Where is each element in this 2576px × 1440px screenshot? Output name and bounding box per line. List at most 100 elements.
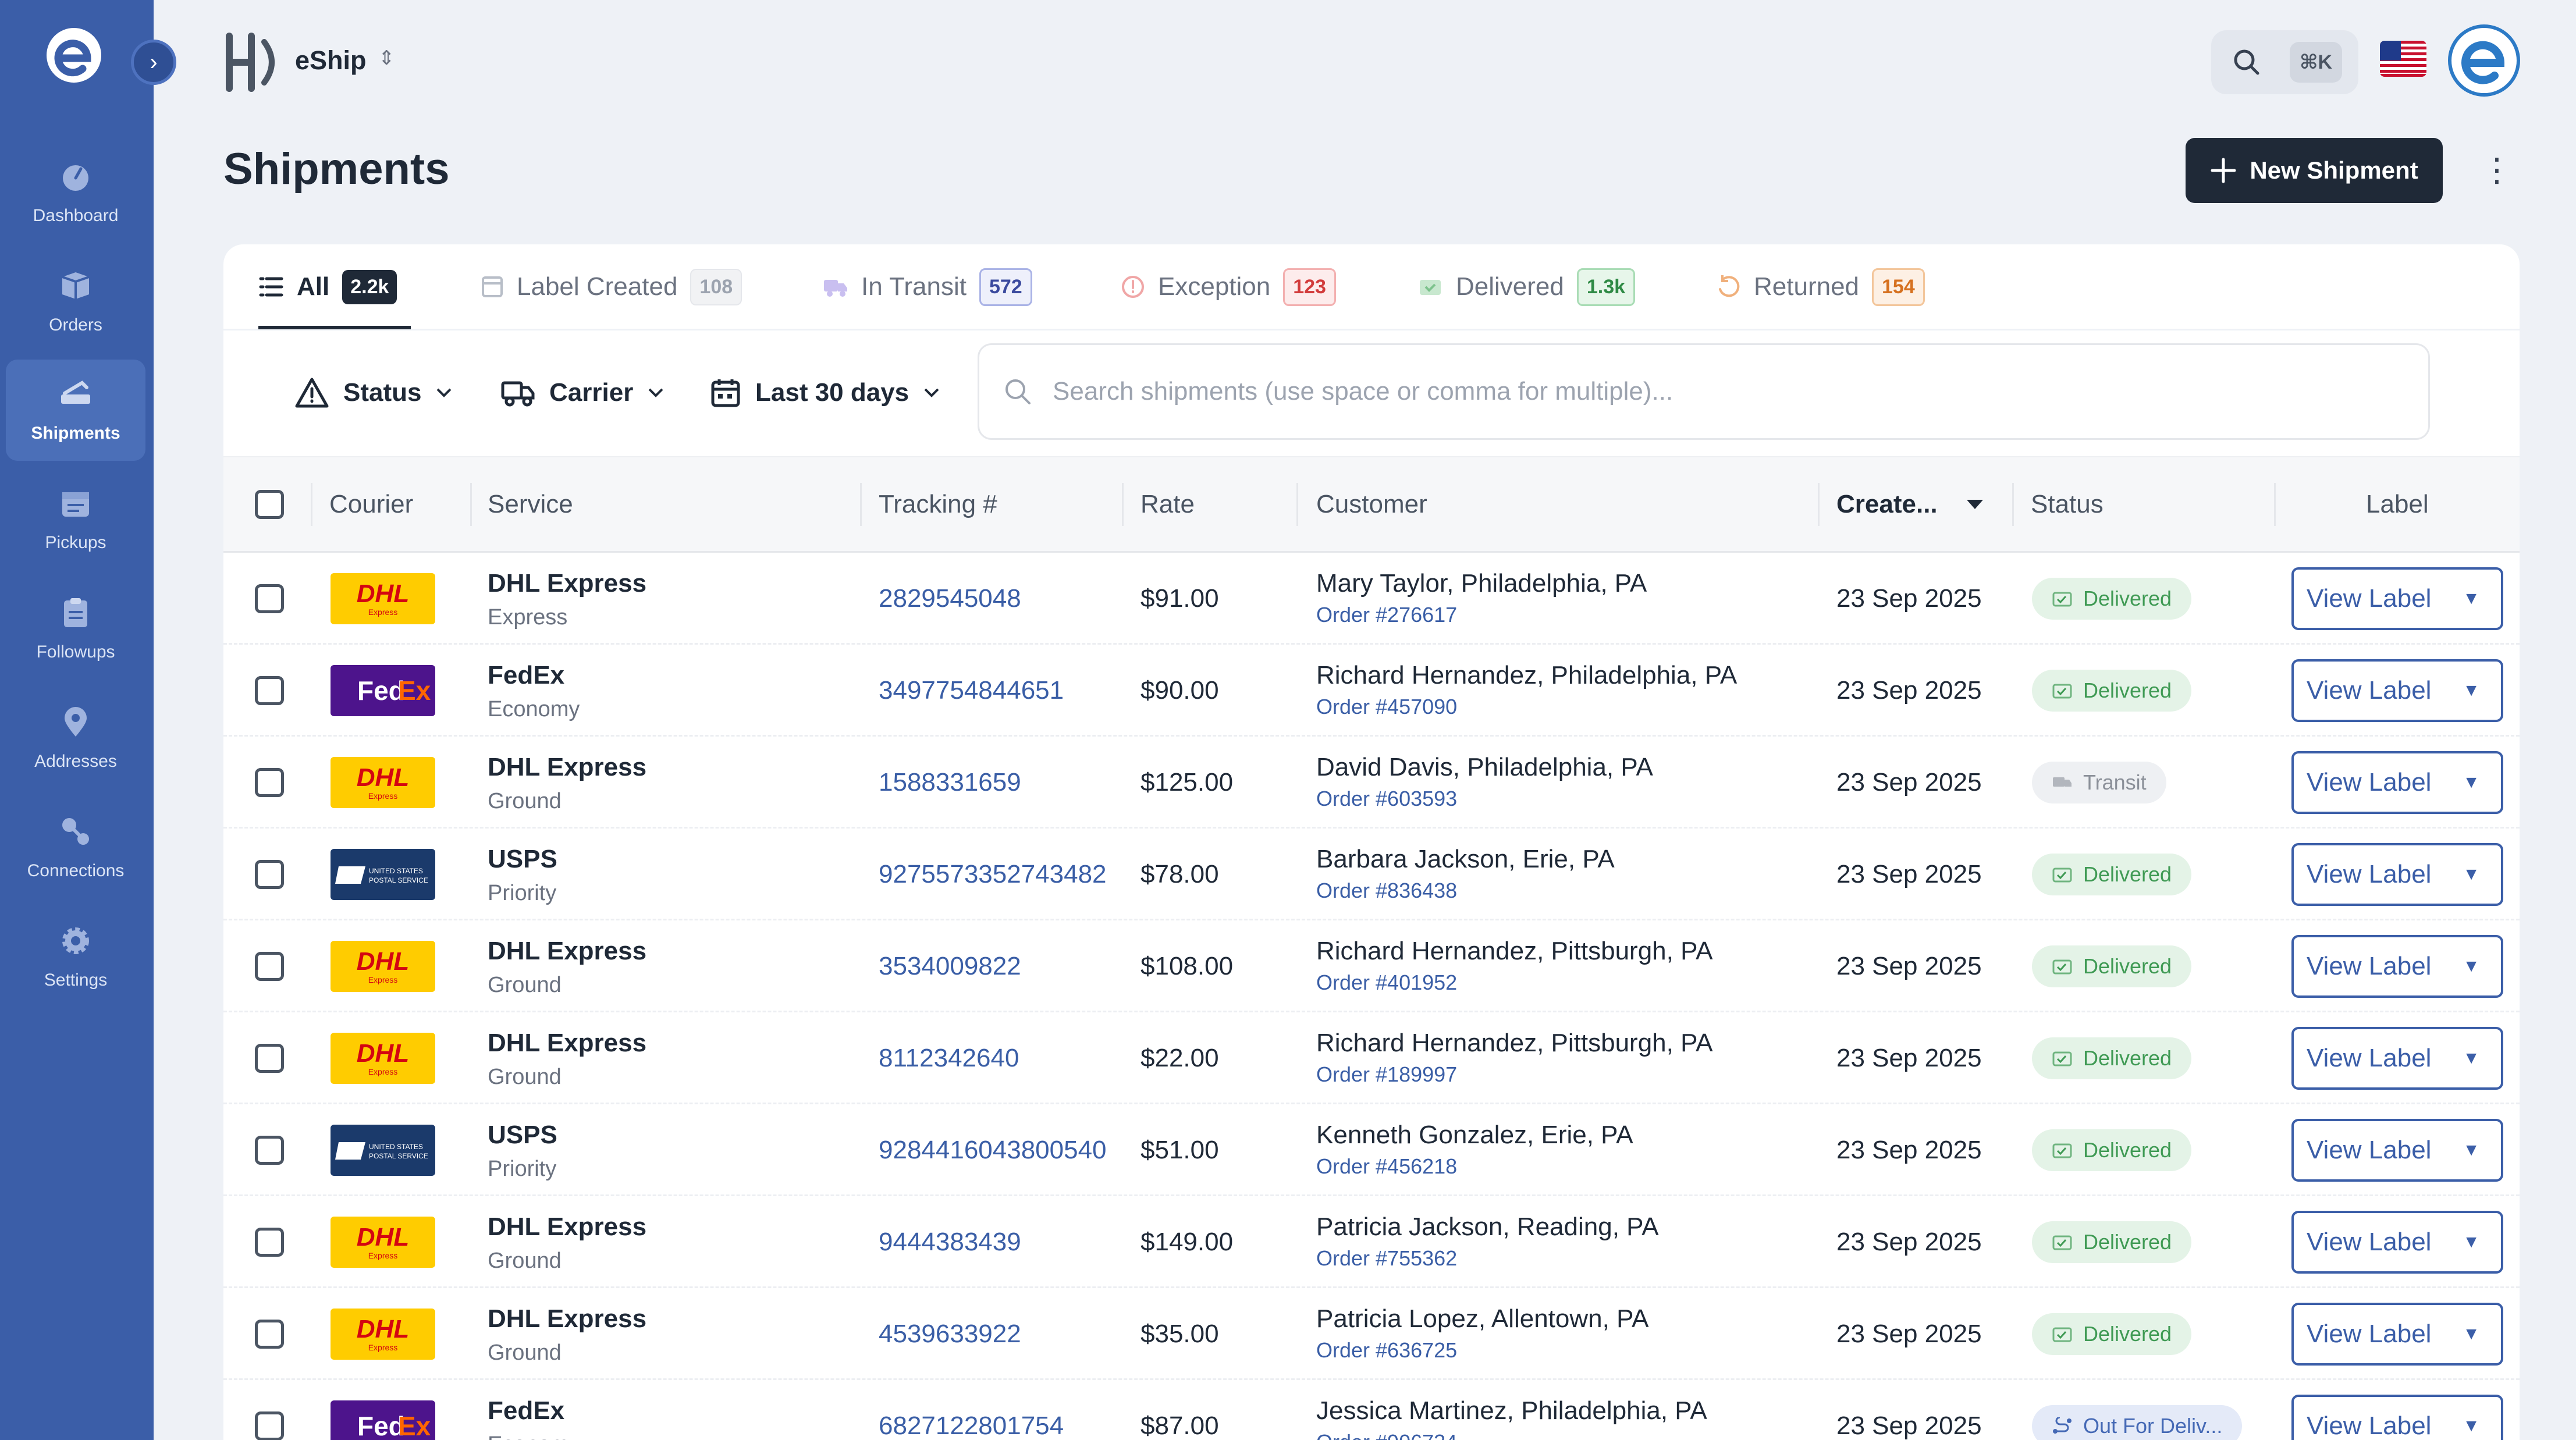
date-range-dropdown[interactable]: Last 30 days [710,372,940,413]
order-link[interactable]: Order #276617 [1316,603,1458,627]
view-label-button[interactable]: View Label ▼ [2291,843,2503,906]
tab-all[interactable]: All 2.2k [258,261,397,313]
caret-down-icon[interactable]: ▼ [2463,773,2480,792]
table-row[interactable]: Fed Ex FedEx Economy 3497754844651 $90.00 Rich… [223,645,2520,737]
table-row[interactable]: DHL Express DHL Express Ground 8112342640 $22… [223,1012,2520,1104]
tracking-link[interactable]: 4539633922 [879,1320,1021,1348]
table-row[interactable]: UNITED STATES POSTAL SERVICE USPS Priority 9… [223,829,2520,920]
new-shipment-button[interactable]: New Shipment [2186,138,2443,203]
table-row[interactable]: DHL Express DHL Express Ground 3534009822 $10… [223,920,2520,1012]
tracking-link[interactable]: 8112342640 [879,1044,1019,1072]
view-label-button[interactable]: View Label ▼ [2291,659,2503,722]
sidebar-item-orders[interactable]: Orders [6,251,145,353]
tab-label-created[interactable]: Label Created 108 [481,261,742,313]
order-link[interactable]: Order #457090 [1316,695,1458,719]
row-checkbox[interactable] [255,860,284,889]
sidebar-item-shipments[interactable]: Shipments [6,360,145,461]
tab-in-transit[interactable]: In Transit 572 [823,261,1032,313]
order-link[interactable]: Order #189997 [1316,1062,1458,1086]
more-options-icon[interactable]: ⋮ [2481,151,2513,188]
us-flag-icon[interactable] [2380,41,2426,77]
order-link[interactable]: Order #401952 [1316,970,1458,994]
caret-down-icon[interactable]: ▼ [2463,1324,2480,1343]
caret-down-icon[interactable]: ▼ [2463,681,2480,700]
user-avatar[interactable] [2448,24,2520,97]
order-link[interactable]: Order #836438 [1316,879,1458,902]
row-checkbox[interactable] [255,676,284,705]
row-checkbox[interactable] [255,1136,284,1165]
tracking-link[interactable]: 1588331659 [879,768,1021,797]
col-rate[interactable]: Rate [1140,490,1195,518]
tracking-link[interactable]: 9284416043800540 [879,1136,1107,1164]
tab-delivered[interactable]: Delivered 1.3k [1417,261,1636,313]
order-link[interactable]: Order #755362 [1316,1246,1458,1270]
row-checkbox[interactable] [255,1228,284,1257]
col-created[interactable]: Create... [1836,456,1984,553]
table-row[interactable]: FedExFedExEconomy6827122801754$87.00Jess… [223,1380,2520,1440]
row-checkbox[interactable] [255,768,284,797]
caret-down-icon[interactable]: ▼ [2463,957,2480,976]
tracking-link[interactable]: 2829545048 [879,584,1021,613]
col-courier[interactable]: Courier [329,490,414,518]
order-link[interactable]: Order #636725 [1316,1338,1458,1362]
sidebar-item-settings[interactable]: Settings [6,906,145,1008]
tracking-link[interactable]: 3497754844651 [879,676,1064,705]
row-checkbox[interactable] [255,1320,284,1349]
table-row[interactable]: DHL Express DHL Express Express 2829545048 $9… [223,553,2520,645]
caret-down-icon[interactable]: ▼ [2463,865,2480,884]
svg-text:POSTAL SERVICE: POSTAL SERVICE [369,1152,428,1160]
tracking-link[interactable]: 6827122801754 [879,1411,1064,1440]
tracking-link[interactable]: 9275573352743482 [879,860,1107,888]
table-row[interactable]: DHL Express DHL Express Ground 9444383439 $14… [223,1196,2520,1288]
sidebar-item-pickups[interactable]: Pickups [6,469,145,570]
caret-down-icon[interactable]: ▼ [2463,1232,2480,1251]
view-label-button[interactable]: View Label ▼ [2291,1027,2503,1090]
col-status[interactable]: Status [2031,490,2104,518]
tab-returned[interactable]: Returned 154 [1715,261,1925,313]
col-tracking[interactable]: Tracking # [879,490,997,518]
sidebar-item-dashboard[interactable]: Dashboard [6,142,145,243]
select-all-checkbox-cell[interactable] [255,456,284,553]
status-filter-dropdown[interactable]: Status [294,372,453,413]
caret-down-icon[interactable]: ▼ [2463,589,2480,608]
sort-desc-icon[interactable] [1966,497,1984,511]
order-link[interactable]: Order #456218 [1316,1154,1458,1178]
tab-count-badge: 154 [1872,268,1925,306]
table-row[interactable]: DHL Express DHL Express Ground 4539633922 $35… [223,1288,2520,1380]
sidebar-item-followups[interactable]: Followups [6,578,145,680]
sidebar-item-addresses[interactable]: Addresses [6,688,145,789]
row-checkbox[interactable] [255,1411,284,1440]
column-divider [2012,483,2014,526]
select-all-checkbox[interactable] [255,490,284,519]
view-label-button[interactable]: View Label ▼ [2291,935,2503,998]
order-link[interactable]: Order #906734 [1316,1430,1707,1440]
row-checkbox[interactable] [255,952,284,981]
view-label-button[interactable]: View Label ▼ [2291,1303,2503,1366]
eship-logo[interactable] [47,28,101,83]
table-row[interactable]: UNITED STATES POSTAL SERVICE USPS Priority 9… [223,1104,2520,1196]
table-row[interactable]: DHL Express DHL Express Ground 1588331659 $12… [223,737,2520,829]
tracking-link[interactable]: 9444383439 [879,1228,1021,1256]
caret-down-icon[interactable]: ▼ [2463,1048,2480,1068]
switch-account-icon[interactable]: ⇕ [378,47,395,69]
tab-exception[interactable]: Exception 123 [1121,261,1336,313]
view-label-button[interactable]: View Label ▼ [2291,751,2503,814]
row-checkbox[interactable] [255,584,284,613]
shipment-search-input[interactable]: Search shipments (use space or comma for… [978,343,2430,440]
caret-down-icon[interactable]: ▼ [2463,1416,2480,1435]
tracking-link[interactable]: 3534009822 [879,952,1021,980]
brand-name[interactable]: eShip [295,45,367,75]
expand-sidebar-button[interactable]: › [131,40,176,85]
col-service[interactable]: Service [488,490,573,518]
view-label-button[interactable]: View Label ▼ [2291,1211,2503,1274]
sidebar-item-connections[interactable]: Connections [6,797,145,898]
view-label-button[interactable]: View Label ▼ [2291,1119,2503,1182]
view-label-button[interactable]: View Label ▼ [2291,567,2503,630]
caret-down-icon[interactable]: ▼ [2463,1140,2480,1160]
order-link[interactable]: Order #603593 [1316,787,1458,810]
service-name: DHL Express [488,569,647,598]
col-customer[interactable]: Customer [1316,490,1427,518]
row-checkbox[interactable] [255,1044,284,1073]
carrier-filter-dropdown[interactable]: Carrier [500,372,665,413]
view-label-button[interactable]: View Label ▼ [2291,1395,2503,1440]
